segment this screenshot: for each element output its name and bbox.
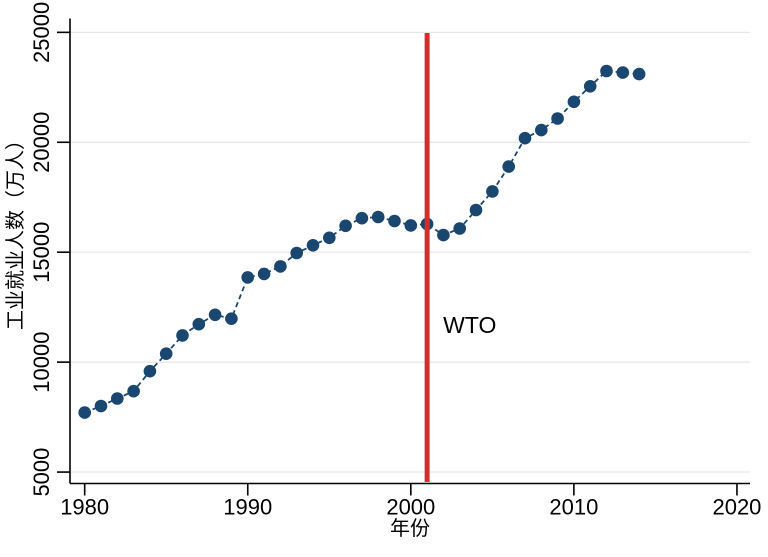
axes: [69, 18, 750, 485]
x-tick-label: 1980: [60, 495, 109, 520]
y-axis-title: 工业就业人数（万人）: [4, 130, 27, 330]
data-point: [632, 67, 646, 81]
data-point: [371, 210, 385, 224]
y-tick-label: 20000: [29, 112, 54, 173]
data-point: [94, 399, 108, 413]
x-tick-label: 2000: [386, 495, 435, 520]
data-point: [208, 308, 222, 322]
data-point: [355, 211, 369, 225]
x-axis-title: 年份: [390, 517, 430, 540]
data-point: [323, 231, 336, 245]
data-point: [404, 219, 418, 232]
series-points: [78, 64, 646, 419]
data-point: [437, 228, 450, 242]
x-tick-label: 2020: [712, 495, 761, 520]
data-point: [274, 260, 287, 273]
data-point: [257, 267, 271, 281]
data-point: [388, 214, 401, 228]
x-tick-label: 1990: [223, 495, 272, 520]
y-tick-label: 15000: [29, 222, 54, 283]
y-tick-label: 5000: [29, 448, 54, 497]
data-point: [78, 406, 91, 419]
data-point: [453, 222, 467, 235]
data-point: [225, 312, 238, 326]
data-point: [176, 329, 189, 342]
data-point: [469, 203, 483, 217]
data-point: [111, 392, 124, 405]
y-tick-label: 10000: [29, 332, 54, 393]
gridlines: [70, 31, 750, 473]
data-point: [583, 80, 597, 93]
data-point: [518, 131, 532, 145]
data-point: [339, 219, 352, 233]
data-point: [290, 246, 304, 260]
data-point: [502, 160, 515, 173]
data-point: [567, 95, 581, 109]
data-point: [600, 64, 613, 78]
x-tick-label: 2010: [549, 495, 598, 520]
data-point: [306, 239, 320, 252]
x-axis-ticks: 1980 1990 2000 2010 2020: [60, 483, 761, 520]
data-point: [616, 66, 630, 79]
data-point: [241, 271, 254, 284]
y-axis-ticks: 5000 10000 15000 20000 25000: [29, 2, 70, 497]
data-point: [192, 317, 206, 331]
data-point: [486, 185, 499, 198]
data-point: [127, 384, 140, 398]
data-point: [143, 364, 157, 378]
data-point: [535, 123, 548, 137]
data-point: [159, 347, 173, 361]
y-tick-label: 25000: [29, 2, 54, 63]
data-point: [551, 112, 564, 125]
wto-label: WTO: [443, 312, 496, 338]
